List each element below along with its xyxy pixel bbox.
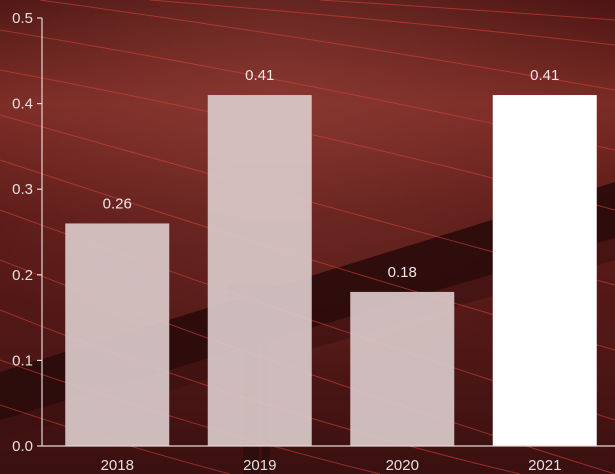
y-tick-label-0.2: 0.2 [12,267,33,284]
bar-2018 [65,223,170,446]
data-labels-layer: 0.26 2018 0.41 2019 0.18 2020 0.41 2021 [101,67,562,474]
bar-2020 [350,291,455,446]
data-label-2018: 0.26 [103,195,132,212]
axes-layer: 0.0 0.1 0.2 0.3 0.4 0.5 [12,10,615,455]
x-tick-label-2019: 2019 [243,457,276,474]
y-tick-label-0.3: 0.3 [12,181,33,198]
bars-layer [65,95,597,446]
y-tick-label-0.0: 0.0 [12,438,33,455]
curve-line [319,0,615,21]
y-tick-label-0.5: 0.5 [12,10,33,27]
bar-2019 [207,95,312,446]
curve-line [0,359,381,474]
x-tick-label-2020: 2020 [386,457,419,474]
y-tick-label-0.4: 0.4 [12,96,33,113]
data-label-2019: 0.41 [245,67,274,84]
data-label-2021: 0.41 [530,67,559,84]
x-tick-label-2018: 2018 [101,457,134,474]
data-label-2020: 0.18 [388,264,417,281]
y-tick-label-0.1: 0.1 [12,352,33,369]
curve-line [149,0,615,46]
x-tick-label-2021: 2021 [528,457,561,474]
bar-2021 [492,95,597,446]
curve-line [39,0,615,91]
